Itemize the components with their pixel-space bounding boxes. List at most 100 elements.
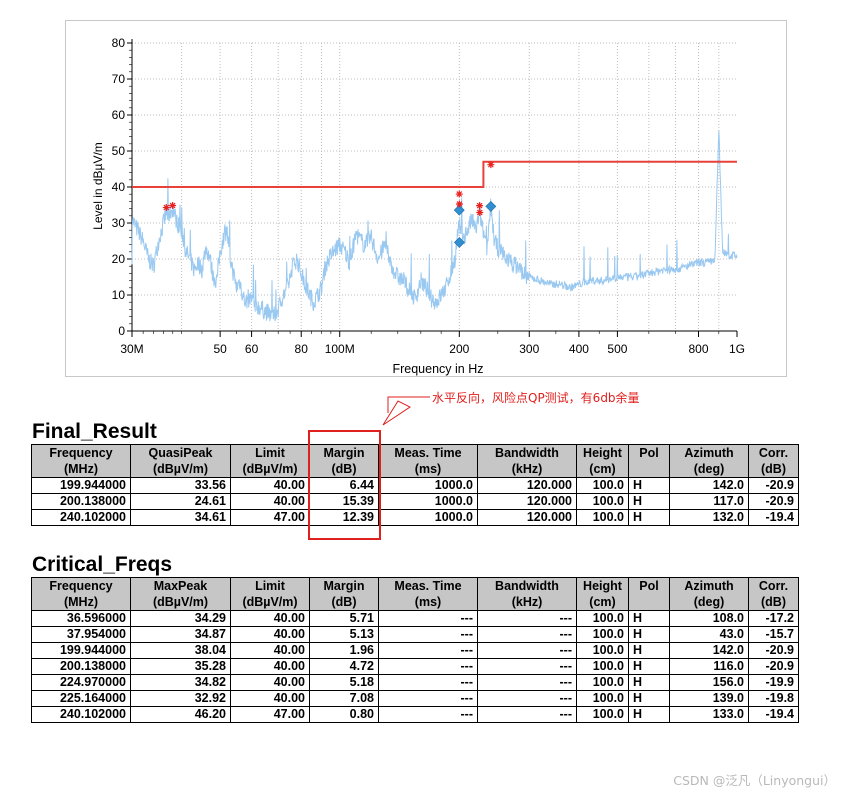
col-header: Bandwidth (kHz) [477, 444, 577, 478]
table-cell: 142.0 [669, 477, 749, 494]
chart-axes: 0 10 20 30 40 50 60 70 80 30M 50 60 80 100M 200 300 400 5… [112, 36, 745, 356]
table-cell: 100.0 [576, 642, 629, 659]
col-header-unit: (cm) [589, 595, 616, 609]
table-cell: 132.0 [669, 509, 749, 526]
table-cell: 40.00 [230, 674, 310, 691]
col-header: Frequency (MHz) [31, 577, 131, 611]
table-cell: 133.0 [669, 706, 749, 723]
markers [162, 161, 497, 248]
peak-marker [169, 201, 177, 209]
col-header-unit: (deg) [693, 462, 725, 476]
table-cell: --- [378, 674, 478, 691]
table-row: 200.138000 35.28 40.00 4.72 --- --- 100.0 H 116.… [31, 658, 799, 675]
col-header: Pol [628, 444, 670, 478]
table-cell: 5.13 [309, 626, 379, 643]
col-header: MaxPeak (dBµV/m) [130, 577, 231, 611]
table-cell: 37.954000 [31, 626, 131, 643]
x-tick-label: 400 [569, 342, 589, 356]
table-row: 37.954000 34.87 40.00 5.13 --- --- 100.0 H 43.0-… [31, 626, 799, 643]
table-cell: 15.39 [309, 493, 379, 510]
trace-path [131, 130, 738, 322]
y-tick-label: 50 [112, 144, 126, 158]
col-header: Meas. Time (ms) [378, 577, 478, 611]
table-cell: -20.9 [748, 493, 799, 510]
table-cell: 120.000 [477, 477, 577, 494]
table-cell: --- [477, 674, 577, 691]
table-row: 199.944000 38.04 40.00 1.96 --- --- 100.0 H 142.… [31, 642, 799, 659]
table-cell: 47.00 [230, 509, 310, 526]
col-header-title: Bandwidth [495, 446, 559, 460]
table-cell: 34.87 [130, 626, 231, 643]
y-tick-label: 80 [112, 36, 126, 50]
qp-marker [454, 236, 465, 248]
col-header-title: Meas. Time [394, 579, 462, 593]
col-header-unit: (ms) [414, 595, 442, 609]
y-tick-label: 10 [112, 288, 126, 302]
x-tick-label: 100M [325, 342, 355, 356]
table-cell: 108.0 [669, 610, 749, 627]
table-cell: 34.82 [130, 674, 231, 691]
table-cell: -15.7 [748, 626, 799, 643]
table-cell: 36.596000 [31, 610, 131, 627]
col-header-title: Pol [639, 579, 659, 593]
table-cell: 225.164000 [31, 690, 131, 707]
col-header-unit: (MHz) [63, 462, 98, 476]
col-header-title: Margin [323, 446, 365, 460]
table-cell: --- [378, 626, 478, 643]
limit-line [132, 160, 737, 188]
col-header-unit: (dBµV/m) [152, 462, 209, 476]
col-header: Corr. (dB) [748, 577, 799, 611]
col-header: Height (cm) [576, 444, 629, 478]
y-tick-label: 30 [112, 216, 126, 230]
table-row: 36.596000 34.29 40.00 5.71 --- --- 100.0 H 108.0… [31, 610, 799, 627]
table-cell: 7.08 [309, 690, 379, 707]
table-cell: 224.970000 [31, 674, 131, 691]
critical-freqs-title: Critical_Freqs [32, 553, 173, 576]
table-cell: --- [477, 642, 577, 659]
table-cell: 38.04 [130, 642, 231, 659]
col-header-title: Limit [255, 579, 285, 593]
table-cell: 116.0 [669, 658, 749, 675]
col-header-title: Limit [255, 446, 285, 460]
col-header-unit: (dB) [331, 462, 357, 476]
table-cell: 40.00 [230, 690, 310, 707]
col-header-unit: (dBµV/m) [242, 595, 298, 609]
table-cell: -19.9 [748, 674, 799, 691]
col-header: Limit (dBµV/m) [230, 444, 310, 478]
table-cell: --- [378, 690, 478, 707]
measurement-trace [131, 130, 738, 322]
final-result-title: Final_Result [32, 420, 157, 443]
x-tick-label: 60 [245, 342, 259, 356]
emission-chart: 0 10 20 30 40 50 60 70 80 30M 50 60 80 100M 200 300 400 5… [65, 20, 787, 377]
table-cell: --- [378, 706, 478, 723]
col-header-unit [631, 594, 667, 610]
table-cell: H [628, 642, 670, 659]
col-header-title: Frequency [49, 579, 113, 593]
table-cell: 100.0 [576, 658, 629, 675]
table-cell: H [628, 690, 670, 707]
y-axis-label: Level in dBµV/m [91, 142, 105, 230]
table-cell: --- [477, 690, 577, 707]
col-header-title: Height [583, 446, 622, 460]
table-cell: 40.00 [230, 658, 310, 675]
col-header-title: Azimuth [684, 579, 734, 593]
table-cell: -17.2 [748, 610, 799, 627]
col-header-unit: (deg) [693, 595, 725, 609]
table-cell: 6.44 [309, 477, 379, 494]
table-cell: 100.0 [576, 690, 629, 707]
table-cell: H [628, 674, 670, 691]
table-cell: 100.0 [576, 493, 629, 510]
table-cell: 200.138000 [31, 493, 131, 510]
table-cell: -19.4 [748, 509, 799, 526]
table-cell: -20.9 [748, 642, 799, 659]
table-cell: 100.0 [576, 509, 629, 526]
table-cell: 34.29 [130, 610, 231, 627]
col-header-unit: (dBµV/m) [152, 595, 209, 609]
table-cell: 5.18 [309, 674, 379, 691]
table-cell: 1000.0 [378, 509, 478, 526]
x-tick-label: 30M [120, 342, 143, 356]
x-tick-label: 200 [449, 342, 469, 356]
col-header-unit: (dB) [331, 595, 357, 609]
table-cell: 43.0 [669, 626, 749, 643]
col-header-unit: (cm) [589, 462, 616, 476]
